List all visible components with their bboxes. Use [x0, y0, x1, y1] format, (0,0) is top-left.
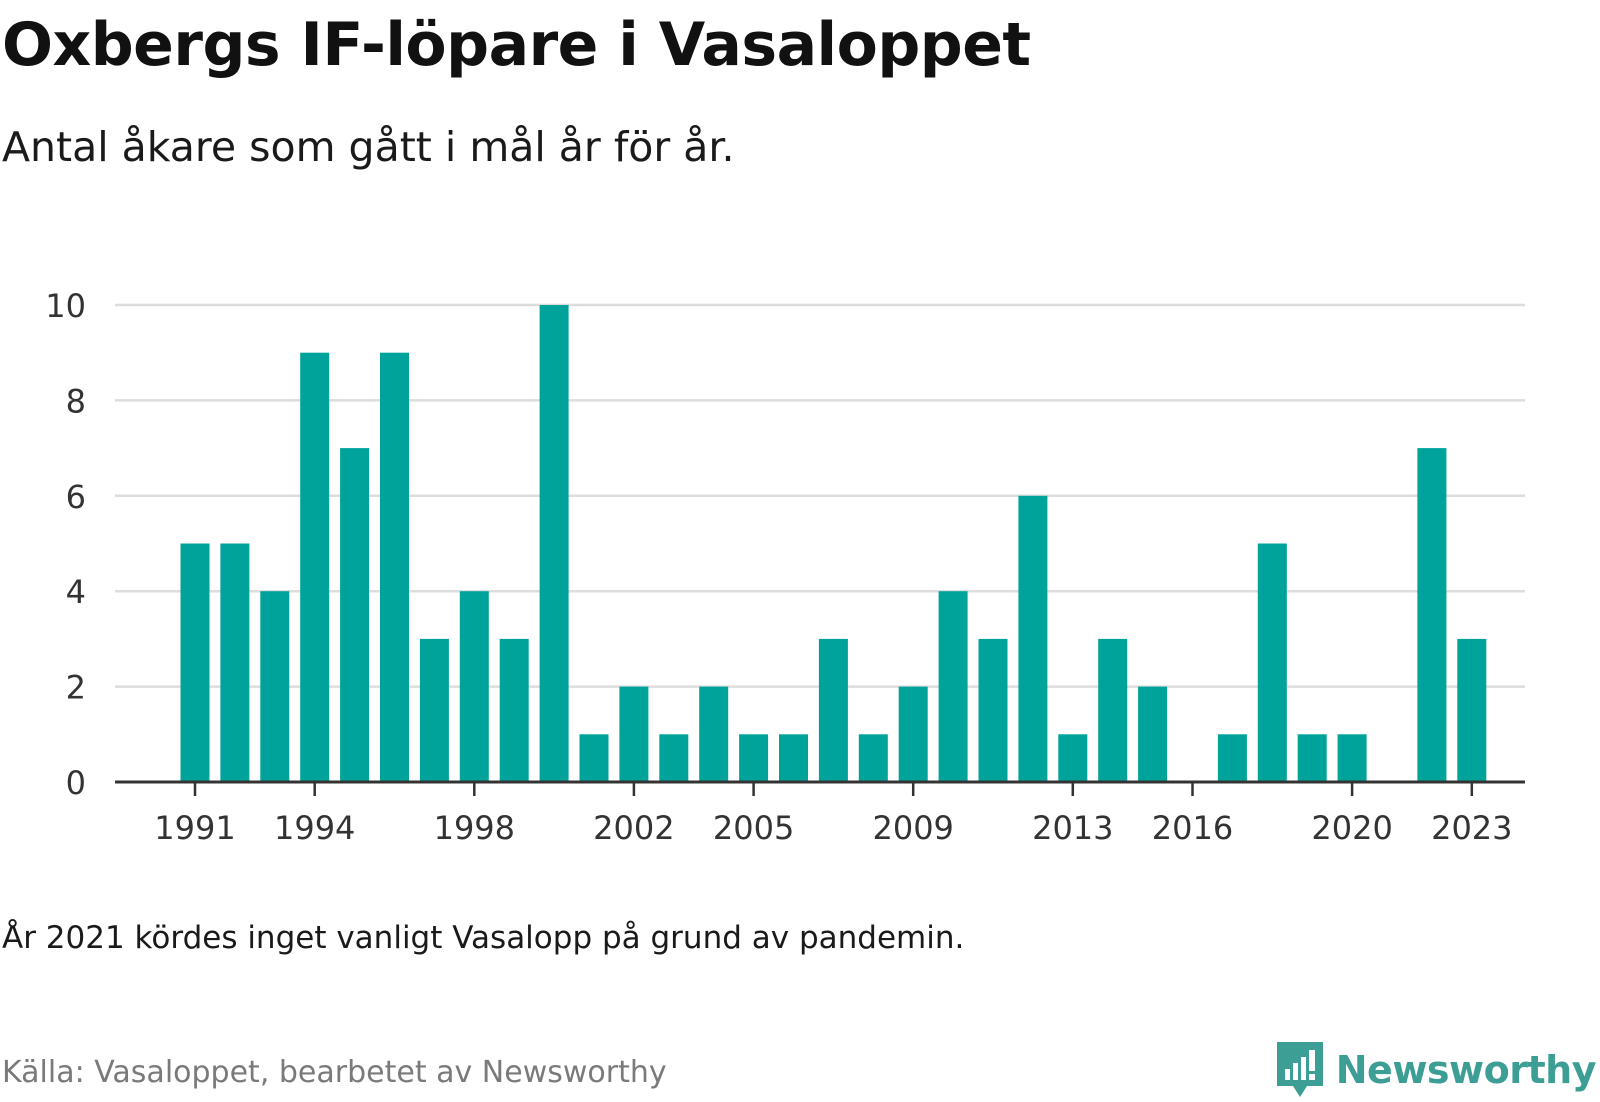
- bar-2011: [978, 638, 1008, 782]
- bar-2002: [619, 686, 649, 782]
- y-tick-label: 2: [66, 669, 86, 707]
- x-tick-label: 2016: [1152, 809, 1233, 847]
- bar-2022: [1417, 448, 1447, 782]
- bar-2000: [539, 305, 569, 782]
- bar-1999: [499, 638, 529, 782]
- bar-2023: [1457, 638, 1487, 782]
- bar-2012: [1018, 495, 1048, 782]
- chart-subtitle: Antal åkare som gått i mål år för år.: [2, 123, 735, 171]
- newsworthy-logo: Newsworthy: [1274, 1038, 1597, 1102]
- bar-2001: [579, 734, 609, 782]
- x-tick-label: 1991: [154, 809, 235, 847]
- bar-1994: [300, 352, 330, 782]
- bar-2004: [699, 686, 729, 782]
- bar-2017: [1217, 734, 1247, 782]
- bar-1995: [340, 448, 370, 782]
- bar-2009: [898, 686, 928, 782]
- bar-1998: [459, 591, 489, 782]
- bar-2014: [1098, 638, 1128, 782]
- x-tick-label: 1994: [274, 809, 355, 847]
- chart-note: År 2021 kördes inget vanligt Vasalopp på…: [2, 920, 965, 956]
- x-tick-label: 1998: [434, 809, 515, 847]
- source-credit: Källa: Vasaloppet, bearbetet av Newswort…: [2, 1055, 667, 1090]
- x-tick-label: 2023: [1431, 809, 1512, 847]
- x-tick-label: 2013: [1032, 809, 1113, 847]
- y-tick-label: 4: [66, 573, 86, 611]
- x-tick-label: 2005: [713, 809, 794, 847]
- bar-2005: [739, 734, 769, 782]
- bar-2018: [1257, 543, 1287, 782]
- bar-1991: [180, 543, 210, 782]
- bar-chart: 0 2 4 6 8 10 1991 1994 1998 2002 2005 2009 2013 2016 2…: [45, 287, 1525, 847]
- bar-2019: [1297, 734, 1327, 782]
- bar-1992: [220, 543, 250, 782]
- y-tick-label: 0: [66, 764, 86, 802]
- x-tick-label: 2020: [1311, 809, 1392, 847]
- bar-2006: [779, 734, 808, 782]
- bar-2003: [659, 734, 689, 782]
- y-tick-label: 10: [45, 287, 86, 325]
- logo-text: Newsworthy: [1335, 1048, 1597, 1092]
- x-tick-label: 2002: [593, 809, 674, 847]
- bar-2008: [858, 734, 888, 782]
- x-tick-label: 2009: [872, 809, 953, 847]
- bar-2020: [1337, 734, 1367, 782]
- bar-1993: [260, 591, 290, 782]
- y-tick-label: 6: [66, 478, 86, 516]
- chart-title: Oxbergs IF-löpare i Vasaloppet: [2, 10, 1031, 80]
- y-tick-label: 8: [66, 382, 86, 420]
- bar-1996: [380, 352, 409, 782]
- bar-2010: [938, 591, 968, 782]
- bar-2013: [1058, 734, 1088, 782]
- bar-2015: [1138, 686, 1168, 782]
- bar-2007: [818, 638, 848, 782]
- bar-1997: [419, 638, 449, 782]
- bar-chart-speech-bubble-icon: [1276, 1042, 1323, 1097]
